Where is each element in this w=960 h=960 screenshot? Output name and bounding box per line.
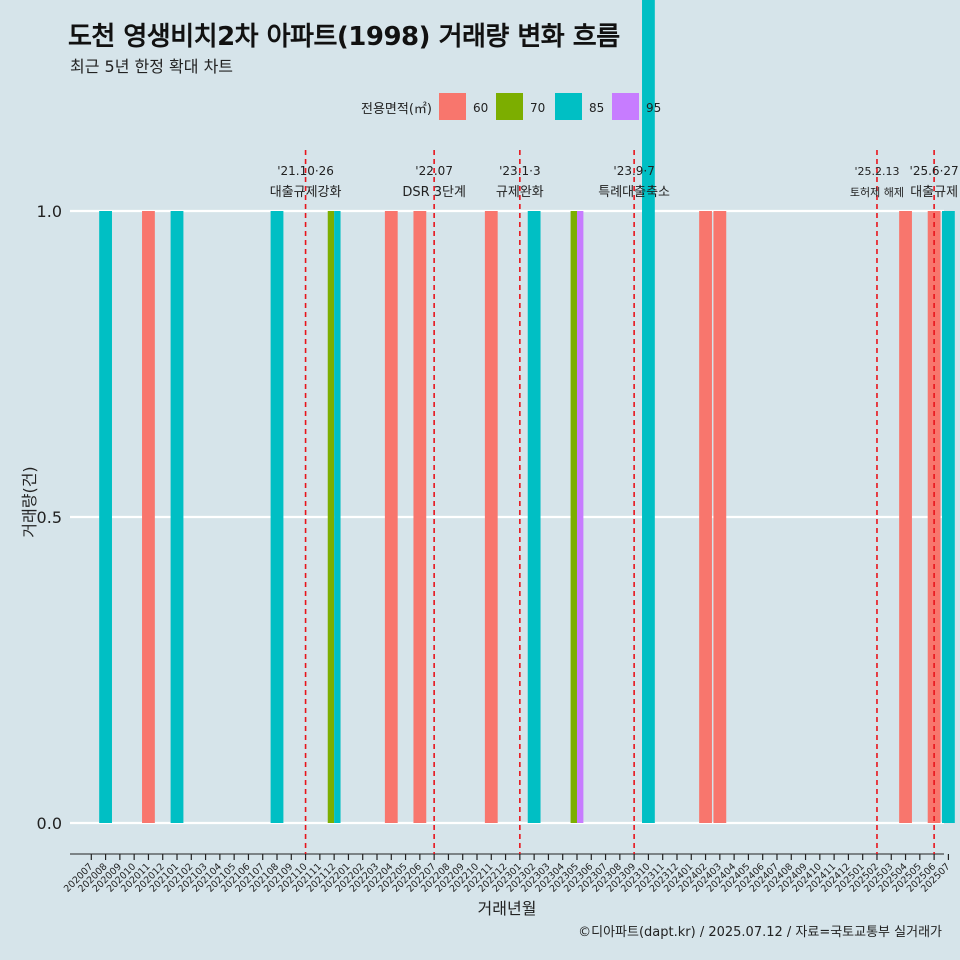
bar-202403-60 [713,211,727,823]
event-label: DSR 3단계 [402,185,466,200]
event-date-label: '25.6·27 [910,164,959,178]
legend-title: 전용면적(㎡) [361,102,432,117]
event-label: 규제완화 [496,185,544,200]
event-label: 토허제 해제 [850,185,904,199]
bar-202101-85 [170,211,184,823]
legend-swatch-70 [496,93,523,120]
bar-202108-85 [270,211,284,823]
bar-202206-60 [413,211,427,823]
chart-title: 도천 영생비치2차 아파트(1998) 거래량 변화 흐름 [68,22,620,52]
bar-202305-95 [576,211,584,823]
bar-202302-85 [527,211,541,823]
bar-202204-60 [384,211,398,823]
legend-swatch-95 [612,93,639,120]
legend-label-85: 85 [589,101,604,115]
x-axis-title: 거래년월 [478,899,537,918]
legend-label-70: 70 [530,101,545,115]
event-date-label: '22.07 [415,164,453,178]
event-date-label: '23.9·7 [613,164,654,178]
bar-202011-60 [142,211,155,823]
event-label: 특례대출축소 [598,185,670,200]
y-tick-label: 0.5 [37,508,62,527]
bar-202310-85 [642,0,655,823]
bar-202305-70 [570,211,577,823]
bar-202402-60 [699,211,712,823]
bar-202112-70 [327,211,335,823]
legend-label-95: 95 [646,101,661,115]
y-tick-label: 0.0 [37,814,62,833]
event-date-label: '21.10·26 [277,164,334,178]
event-date-label: '25.2.13 [854,165,899,178]
event-label: 대출규제 [910,185,958,200]
event-label: 대출규제강화 [270,185,342,200]
bar-202112-85 [334,211,341,823]
legend-label-60: 60 [473,101,488,115]
y-axis-title: 거래량(건) [20,466,39,537]
legend-swatch-85 [555,93,582,120]
bar-202008-85 [99,211,112,823]
chart-subtitle: 최근 5년 한정 확대 차트 [70,57,234,76]
legend-swatch-60 [439,93,466,120]
source-caption: ©디아파트(dapt.kr) / 2025.07.12 / 자료=국토교통부 실… [578,925,942,940]
y-tick-label: 1.0 [37,202,62,221]
bar-202211-60 [484,211,498,823]
bar-202507-85 [942,211,955,823]
bar-202506-60 [927,211,941,823]
bar-202504-60 [899,211,912,823]
event-date-label: '23.1·3 [499,164,540,178]
